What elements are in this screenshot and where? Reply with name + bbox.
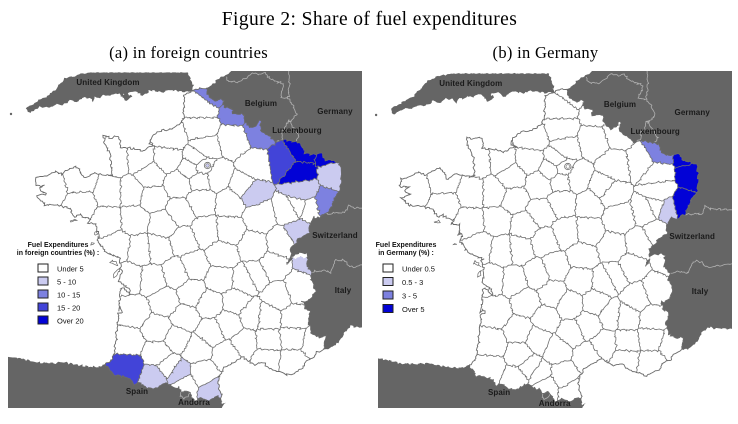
svg-text:(a) in foreign countries: (a) in foreign countries: [109, 43, 268, 62]
svg-text:Italy: Italy: [335, 286, 352, 295]
svg-text:Belgium: Belgium: [604, 100, 636, 109]
svg-text:Germany: Germany: [317, 107, 353, 116]
svg-text:Spain: Spain: [126, 387, 148, 396]
svg-text:in Germany (%) :: in Germany (%) :: [378, 250, 434, 257]
svg-text:Switzerland: Switzerland: [312, 231, 358, 240]
svg-text:United Kingdom: United Kingdom: [76, 78, 139, 87]
svg-text:Under 5: Under 5: [57, 265, 84, 274]
svg-text:Belgium: Belgium: [245, 99, 277, 108]
svg-text:3 - 5: 3 - 5: [402, 292, 417, 301]
svg-text:Figure 2: Share of fuel expend: Figure 2: Share of fuel expenditures: [222, 9, 517, 30]
svg-text:Switzerland: Switzerland: [669, 232, 715, 241]
svg-text:Andorra: Andorra: [178, 398, 210, 407]
svg-text:Andorra: Andorra: [539, 399, 571, 408]
svg-text:United Kingdom: United Kingdom: [439, 79, 502, 88]
svg-text:Over 20: Over 20: [57, 317, 84, 326]
svg-text:0.5 - 3: 0.5 - 3: [402, 278, 423, 287]
svg-text:Under 0.5: Under 0.5: [402, 265, 435, 274]
svg-text:Over 5: Over 5: [402, 305, 425, 314]
svg-text:Italy: Italy: [692, 287, 709, 296]
svg-text:(b) in Germany: (b) in Germany: [493, 43, 599, 62]
svg-text:5 - 10: 5 - 10: [57, 278, 76, 287]
svg-text:Luxembourg: Luxembourg: [272, 126, 321, 135]
svg-text:Spain: Spain: [488, 388, 510, 397]
svg-text:10 - 15: 10 - 15: [57, 291, 80, 300]
svg-text:Luxembourg: Luxembourg: [630, 127, 679, 136]
svg-text:Fuel Expenditures: Fuel Expenditures: [28, 242, 89, 249]
svg-text:Germany: Germany: [675, 108, 711, 117]
svg-text:15 - 20: 15 - 20: [57, 304, 80, 313]
svg-text:in foreign countries (%) :: in foreign countries (%) :: [17, 250, 99, 257]
svg-text:Fuel Expenditures: Fuel Expenditures: [376, 242, 437, 249]
